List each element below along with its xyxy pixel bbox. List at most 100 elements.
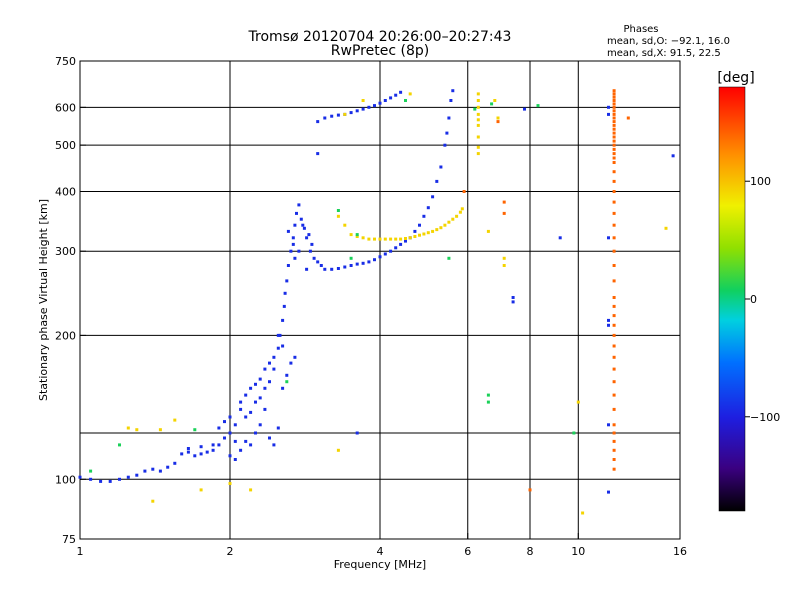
data-point bbox=[394, 93, 398, 97]
data-point bbox=[166, 465, 170, 469]
x-tick-label: 16 bbox=[673, 545, 687, 558]
y-tick-label: 100 bbox=[55, 473, 76, 486]
data-point bbox=[426, 206, 430, 210]
data-point bbox=[612, 102, 616, 106]
data-point bbox=[135, 473, 139, 477]
data-point bbox=[449, 99, 453, 102]
data-point bbox=[268, 380, 271, 384]
data-point bbox=[612, 200, 616, 204]
data-point bbox=[493, 99, 497, 102]
data-point bbox=[612, 89, 616, 93]
data-point bbox=[447, 220, 451, 224]
data-point bbox=[254, 431, 257, 435]
data-point bbox=[511, 300, 515, 304]
data-point bbox=[404, 99, 407, 102]
data-point bbox=[496, 116, 500, 120]
data-point bbox=[281, 386, 285, 390]
data-point bbox=[118, 443, 121, 447]
colorbar-tick-label: 100 bbox=[750, 175, 771, 188]
y-tick-label: 300 bbox=[55, 245, 76, 258]
data-point bbox=[293, 223, 297, 227]
data-point bbox=[272, 367, 276, 371]
data-point bbox=[612, 264, 616, 267]
data-point bbox=[336, 113, 340, 117]
data-point bbox=[186, 447, 190, 450]
data-point bbox=[143, 469, 147, 473]
data-point bbox=[355, 109, 359, 113]
data-point bbox=[158, 428, 162, 432]
data-point bbox=[612, 179, 616, 183]
data-point bbox=[612, 116, 616, 120]
data-point bbox=[108, 479, 112, 483]
data-point bbox=[307, 233, 311, 237]
data-point bbox=[323, 116, 327, 120]
data-point bbox=[367, 237, 371, 241]
data-point bbox=[612, 147, 616, 151]
data-point bbox=[612, 439, 616, 443]
data-point bbox=[193, 428, 197, 432]
data-point bbox=[612, 92, 616, 96]
data-point bbox=[233, 458, 237, 461]
data-point bbox=[502, 264, 506, 267]
x-tick-label: 8 bbox=[527, 545, 534, 558]
data-point bbox=[422, 214, 426, 218]
data-point bbox=[276, 346, 280, 350]
data-point bbox=[258, 377, 262, 381]
data-point bbox=[612, 152, 616, 156]
data-point bbox=[343, 112, 347, 116]
data-point bbox=[612, 407, 616, 411]
data-point bbox=[281, 344, 285, 348]
data-point bbox=[612, 127, 616, 131]
data-point bbox=[378, 237, 382, 241]
data-point bbox=[254, 382, 257, 386]
data-point bbox=[283, 291, 287, 295]
y-tick-label: 400 bbox=[55, 185, 76, 198]
data-point bbox=[361, 99, 365, 102]
data-point bbox=[445, 131, 449, 135]
data-point bbox=[394, 246, 398, 250]
data-point bbox=[612, 314, 616, 318]
data-point bbox=[285, 279, 289, 283]
data-point bbox=[249, 488, 253, 492]
x-axis-label: Frequency [MHz] bbox=[334, 558, 426, 571]
data-point bbox=[286, 264, 290, 267]
data-point bbox=[612, 170, 616, 174]
data-point bbox=[282, 304, 286, 308]
data-point bbox=[612, 236, 616, 240]
data-point bbox=[305, 236, 309, 240]
data-point bbox=[612, 423, 616, 427]
data-point bbox=[612, 112, 616, 116]
data-point bbox=[394, 237, 398, 241]
data-point bbox=[612, 105, 616, 109]
data-point bbox=[664, 226, 668, 230]
data-point bbox=[418, 223, 421, 227]
data-point bbox=[408, 236, 412, 240]
data-point bbox=[383, 237, 387, 241]
data-point bbox=[426, 231, 430, 235]
data-point bbox=[330, 114, 334, 118]
data-point bbox=[276, 333, 280, 337]
data-point bbox=[199, 452, 203, 456]
data-point bbox=[244, 439, 248, 443]
phase-stats-title: Phases bbox=[623, 24, 658, 35]
data-point bbox=[233, 439, 237, 443]
data-point bbox=[439, 165, 443, 169]
data-point bbox=[211, 443, 215, 447]
data-point bbox=[486, 400, 490, 404]
data-point bbox=[316, 120, 320, 124]
data-point bbox=[254, 400, 257, 404]
data-point bbox=[135, 428, 139, 432]
data-point bbox=[199, 445, 203, 449]
data-point bbox=[612, 109, 616, 113]
data-point bbox=[612, 139, 616, 143]
data-point bbox=[486, 393, 490, 397]
data-point bbox=[258, 396, 262, 400]
data-point bbox=[316, 260, 320, 264]
data-point bbox=[612, 131, 616, 135]
data-point bbox=[308, 249, 312, 253]
chart-title: Tromsø 20120704 20:26:00–20:27:43 bbox=[248, 29, 512, 45]
data-point bbox=[490, 102, 494, 106]
data-point bbox=[612, 161, 616, 164]
colorbar bbox=[718, 86, 746, 512]
x-axis-ticks: 1 2 4 6 8 10 16 bbox=[77, 533, 687, 558]
